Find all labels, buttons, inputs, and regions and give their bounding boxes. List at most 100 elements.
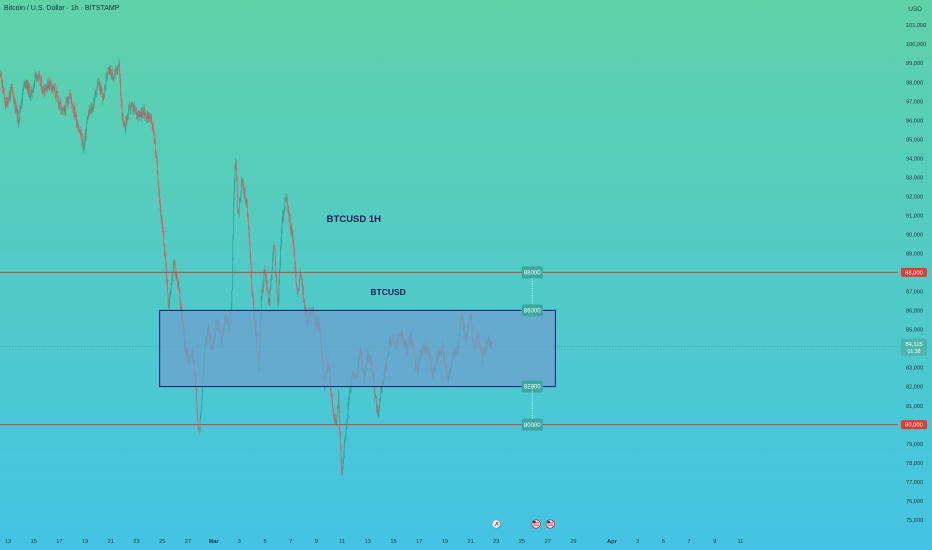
candle bbox=[267, 287, 268, 291]
candle bbox=[46, 86, 47, 93]
candle bbox=[374, 385, 376, 404]
candle bbox=[119, 60, 120, 76]
candle bbox=[176, 268, 177, 281]
candle bbox=[198, 425, 199, 430]
candle bbox=[111, 64, 113, 80]
candle bbox=[44, 84, 45, 96]
candle bbox=[252, 293, 253, 299]
candle bbox=[7, 97, 8, 108]
us-flag-icon[interactable] bbox=[545, 519, 555, 529]
candle bbox=[250, 250, 251, 265]
candle bbox=[242, 179, 243, 186]
candle bbox=[241, 177, 243, 187]
x-tick-label: 13 bbox=[365, 539, 371, 545]
candle bbox=[38, 71, 39, 82]
candle bbox=[35, 70, 37, 80]
candle bbox=[293, 236, 294, 248]
candle bbox=[169, 291, 171, 300]
candle bbox=[243, 185, 245, 200]
candle bbox=[179, 287, 180, 293]
candle bbox=[19, 104, 21, 122]
candle bbox=[23, 83, 24, 91]
candle bbox=[235, 159, 237, 171]
target-marker: 80000 bbox=[521, 418, 543, 431]
candle bbox=[97, 79, 99, 87]
candle bbox=[79, 126, 81, 136]
candle bbox=[231, 290, 233, 311]
candle bbox=[159, 190, 160, 205]
candle bbox=[49, 79, 51, 91]
candle bbox=[120, 92, 122, 102]
candle bbox=[117, 63, 119, 71]
candle bbox=[89, 105, 91, 118]
candle bbox=[167, 292, 169, 308]
candle bbox=[1, 70, 2, 84]
price-axis[interactable]: 75,000 76,000 77,000 78,000 79,000 80,000 81,0… bbox=[906, 23, 926, 524]
candle bbox=[265, 269, 266, 281]
candle bbox=[271, 274, 272, 283]
candle bbox=[108, 67, 110, 76]
candle bbox=[91, 102, 93, 115]
candle bbox=[294, 256, 296, 271]
candle bbox=[7, 99, 9, 108]
event-icons[interactable] bbox=[491, 519, 555, 529]
y-tick-label: 79,000 bbox=[906, 442, 923, 448]
candle bbox=[37, 76, 39, 83]
candle bbox=[109, 65, 111, 75]
x-tick-label: 5 bbox=[662, 539, 665, 545]
candle bbox=[9, 89, 10, 101]
candle bbox=[104, 84, 105, 99]
candle bbox=[52, 83, 54, 94]
candle bbox=[162, 226, 164, 237]
candle bbox=[56, 87, 58, 97]
y-tick-label: 94,000 bbox=[906, 156, 923, 162]
candle bbox=[22, 87, 23, 105]
candle bbox=[24, 81, 26, 89]
svg-text:80000: 80000 bbox=[524, 423, 541, 429]
candle bbox=[291, 223, 293, 234]
us-flag-icon[interactable] bbox=[531, 519, 541, 529]
candle bbox=[280, 236, 282, 251]
candle bbox=[74, 105, 75, 117]
candle bbox=[265, 272, 267, 285]
candle bbox=[38, 71, 40, 77]
candle bbox=[150, 113, 152, 124]
candle bbox=[283, 209, 285, 224]
candle bbox=[46, 84, 48, 93]
crypto-event-icon[interactable] bbox=[491, 519, 501, 529]
candle bbox=[15, 98, 16, 114]
candle bbox=[294, 247, 295, 258]
candle bbox=[130, 106, 131, 115]
candle bbox=[296, 282, 297, 291]
candle bbox=[69, 89, 70, 99]
x-tick-label: Mar bbox=[209, 539, 220, 545]
candle bbox=[179, 287, 181, 306]
candle bbox=[155, 150, 157, 158]
candle bbox=[331, 393, 333, 404]
time-axis[interactable]: 13 15 17 19 21 23 25 27 Mar 3 5 7 9 11 13 15 17 19 21 23 25 2… bbox=[5, 539, 743, 545]
x-tick-label: 11 bbox=[339, 539, 345, 545]
candle bbox=[36, 75, 38, 78]
candle bbox=[96, 86, 98, 97]
candle bbox=[334, 414, 335, 422]
candle bbox=[282, 211, 284, 221]
candle bbox=[39, 71, 40, 81]
candle bbox=[348, 396, 350, 406]
symbol-title[interactable]: Bitcoin / U.S. Dollar · 1h · BITSTAMP bbox=[4, 5, 120, 12]
candle bbox=[26, 79, 28, 92]
candle bbox=[14, 102, 16, 115]
candle bbox=[42, 85, 44, 95]
candle bbox=[301, 275, 303, 288]
y-tick-label: 82,000 bbox=[906, 385, 923, 391]
candle bbox=[345, 427, 347, 439]
candle bbox=[29, 85, 30, 91]
candle bbox=[236, 175, 238, 197]
y-tick-label: 92,000 bbox=[906, 194, 923, 200]
candle bbox=[100, 82, 101, 96]
candle bbox=[160, 200, 161, 217]
candle bbox=[379, 397, 380, 413]
candle bbox=[18, 120, 20, 128]
candle bbox=[140, 111, 142, 119]
